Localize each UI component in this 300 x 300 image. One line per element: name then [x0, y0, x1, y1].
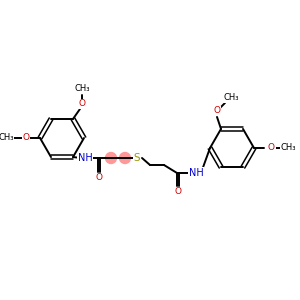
Text: O: O: [175, 188, 182, 196]
Text: O: O: [22, 134, 29, 142]
Text: O: O: [79, 99, 86, 108]
Text: NH: NH: [189, 168, 203, 178]
Text: O: O: [214, 106, 220, 116]
Text: O: O: [268, 143, 275, 152]
Text: CH₃: CH₃: [74, 84, 90, 93]
Text: CH₃: CH₃: [223, 93, 239, 102]
Text: S: S: [134, 153, 140, 163]
Text: CH₃: CH₃: [280, 143, 296, 152]
Circle shape: [119, 152, 130, 164]
Text: NH: NH: [78, 153, 92, 163]
Text: CH₃: CH₃: [0, 134, 14, 142]
Circle shape: [106, 152, 116, 164]
Text: O: O: [95, 173, 103, 182]
